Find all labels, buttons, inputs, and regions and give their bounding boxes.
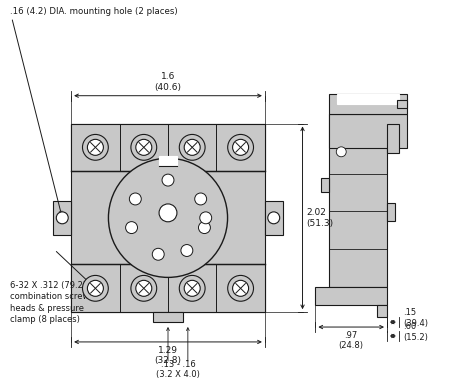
Circle shape (179, 275, 205, 301)
Circle shape (126, 222, 137, 234)
Circle shape (162, 174, 174, 186)
Circle shape (200, 212, 212, 224)
Circle shape (184, 280, 200, 296)
Bar (387, 123, 399, 153)
Circle shape (195, 193, 207, 205)
Circle shape (159, 204, 177, 222)
Circle shape (87, 139, 103, 155)
Bar (329, 114, 387, 288)
Bar (71, 265, 265, 312)
Bar (159, 156, 177, 166)
Circle shape (233, 139, 248, 155)
Circle shape (131, 275, 157, 301)
Bar (397, 100, 407, 107)
Text: .15
(39.4): .15 (39.4) (403, 308, 428, 328)
Circle shape (82, 134, 108, 160)
Bar (387, 203, 395, 221)
Circle shape (184, 139, 200, 155)
Text: 6-32 X .312 (79.2)
combination screw
heads & pressure
clamp (8 places): 6-32 X .312 (79.2) combination screw hea… (9, 281, 89, 324)
Bar (337, 94, 399, 104)
Circle shape (233, 280, 248, 296)
Bar (71, 123, 265, 171)
Bar (53, 201, 71, 235)
Text: 1.6
(40.6): 1.6 (40.6) (155, 72, 182, 92)
Circle shape (82, 275, 108, 301)
Bar (329, 114, 407, 148)
Circle shape (179, 134, 205, 160)
Bar (329, 94, 407, 114)
Bar (321, 178, 329, 192)
Circle shape (131, 134, 157, 160)
Circle shape (336, 147, 346, 157)
Circle shape (87, 280, 103, 296)
Circle shape (136, 280, 152, 296)
Circle shape (228, 275, 254, 301)
Text: .13 - .16
(3.2 X 4.0): .13 - .16 (3.2 X 4.0) (156, 360, 200, 379)
Circle shape (228, 134, 254, 160)
Circle shape (268, 212, 280, 224)
Text: 2.02
(51.3): 2.02 (51.3) (307, 208, 334, 227)
Bar (377, 305, 387, 317)
Circle shape (152, 248, 164, 260)
Circle shape (136, 139, 152, 155)
Bar (71, 123, 265, 312)
Circle shape (109, 158, 228, 277)
Circle shape (129, 193, 141, 205)
Text: .60
(15.2): .60 (15.2) (403, 322, 428, 342)
Bar (153, 312, 183, 322)
Circle shape (56, 212, 68, 224)
Text: .97
(24.8): .97 (24.8) (339, 331, 364, 350)
Bar (265, 201, 283, 235)
Circle shape (181, 244, 193, 256)
Circle shape (199, 222, 210, 234)
Bar (315, 288, 387, 305)
Text: 1.29
(32.8): 1.29 (32.8) (155, 346, 182, 365)
Text: .16 (4.2) DIA. mounting hole (2 places): .16 (4.2) DIA. mounting hole (2 places) (9, 7, 177, 16)
